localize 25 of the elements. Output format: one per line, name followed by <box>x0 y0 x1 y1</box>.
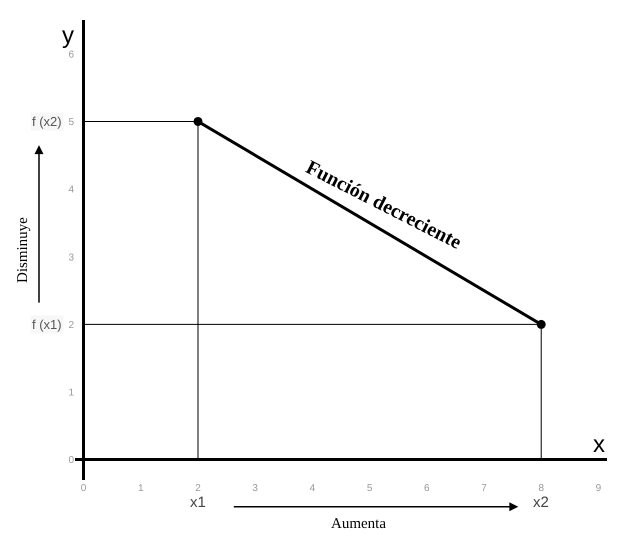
x-tick-label: 0 <box>80 483 87 494</box>
y-tick-label: 5 <box>68 116 74 128</box>
text: Aumenta <box>331 516 386 532</box>
annotation: x1 <box>190 494 206 511</box>
x-tick-label: 1 <box>138 483 144 494</box>
x-tick-label: 7 <box>481 483 488 494</box>
annotation: f (x2) <box>32 114 62 129</box>
x-tick-label: 4 <box>310 483 316 494</box>
y-tick-label: 6 <box>68 49 74 60</box>
y-tick-label: 3 <box>68 252 74 264</box>
x-tick-label: 6 <box>424 483 430 494</box>
x-tick-label: 5 <box>366 483 373 494</box>
y-tick-label: 2 <box>68 320 74 331</box>
annotation: f (x1) <box>32 317 62 332</box>
y-axis-title: y <box>62 22 74 49</box>
y-tick-label: 1 <box>68 388 74 399</box>
x-tick-label: 3 <box>252 483 258 494</box>
y-tick-label: 0 <box>68 455 74 466</box>
x-tick-label: 8 <box>538 483 544 494</box>
x-tick-label: 2 <box>195 483 202 494</box>
annotation: x2 <box>533 494 549 511</box>
x-tick-label: 9 <box>596 483 602 494</box>
text: Disminuye <box>15 216 31 283</box>
x-axis-title: x <box>593 431 605 458</box>
y-tick-label: 4 <box>68 184 74 196</box>
